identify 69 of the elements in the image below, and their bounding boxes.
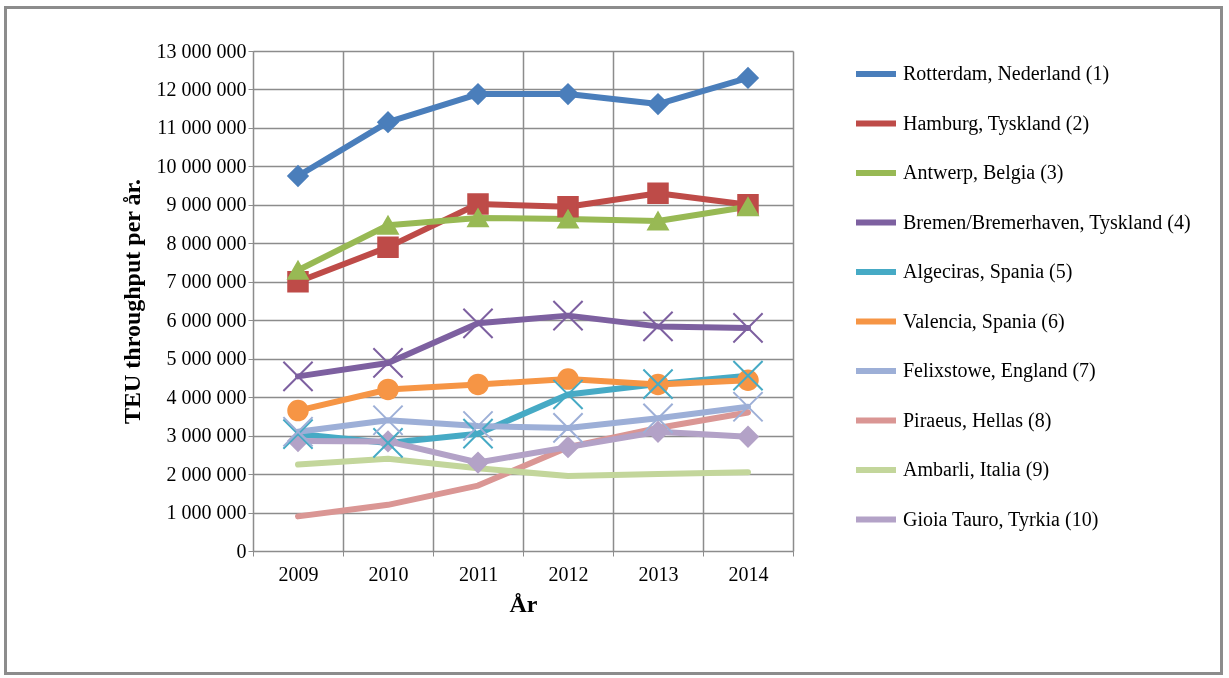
point	[462, 418, 494, 450]
point	[732, 312, 764, 344]
point	[552, 412, 584, 444]
y-tick-label: 0	[236, 539, 247, 562]
x-tick-label: 2010	[368, 562, 409, 585]
y-tick-label: 12 000 000	[156, 77, 247, 100]
legend-label: Algeciras, Spania (5)	[903, 260, 1073, 283]
legend-label: Antwerp, Belgia (3)	[903, 161, 1064, 184]
y-tick-label: 13 000 000	[156, 39, 247, 62]
y-tick-label: 11 000 000	[157, 116, 247, 139]
point	[467, 193, 489, 215]
y-tick-label: 4 000 000	[166, 385, 247, 408]
point	[287, 399, 309, 422]
point	[282, 360, 314, 392]
point	[467, 373, 489, 396]
point	[462, 410, 494, 442]
point	[287, 165, 309, 187]
legend-label: Felixstowe, England (7)	[903, 359, 1096, 382]
point	[462, 307, 494, 339]
x-tick-label: 2009	[278, 562, 319, 585]
point	[377, 378, 399, 401]
legend-label: Piraeus, Hellas (8)	[903, 408, 1052, 432]
point	[647, 421, 669, 443]
point	[642, 310, 674, 342]
y-tick-label: 1 000 000	[166, 501, 247, 524]
point	[467, 208, 489, 228]
y-tick-label: 8 000 000	[166, 231, 247, 254]
point	[557, 368, 579, 390]
x-axis-title: År	[509, 590, 538, 617]
point	[467, 451, 489, 474]
point	[467, 83, 489, 105]
point	[732, 360, 764, 392]
point	[647, 93, 669, 115]
point	[557, 83, 579, 105]
point	[732, 391, 764, 423]
y-tick-label: 9 000 000	[166, 193, 247, 216]
y-tick-label: 10 000 000	[156, 154, 247, 177]
point	[372, 347, 404, 379]
legend-label: Valencia, Spania (6)	[903, 309, 1065, 333]
y-tick-label: 5 000 000	[166, 347, 247, 370]
point	[377, 111, 399, 133]
legend-label: Hamburg, Tyskland (2)	[903, 111, 1090, 135]
legend-label: Bremen/Bremerhaven, Tyskland (4)	[903, 210, 1191, 234]
point	[642, 402, 674, 434]
point	[377, 215, 399, 235]
legend-label: Gioia Tauro, Tyrkia (10)	[903, 507, 1099, 531]
y-axis-title: TEU throughput per år.	[118, 179, 145, 424]
point	[372, 427, 404, 459]
point	[557, 436, 579, 458]
y-tick-label: 6 000 000	[166, 308, 247, 331]
x-tick-label: 2011	[458, 562, 499, 585]
point	[557, 209, 579, 229]
point	[737, 426, 759, 448]
point	[552, 378, 584, 411]
x-tick-label: 2012	[548, 562, 589, 585]
legend-label: Rotterdam, Nederland (1)	[903, 62, 1110, 85]
point	[372, 404, 404, 436]
point	[287, 260, 309, 280]
y-tick-label: 3 000 000	[166, 424, 247, 447]
y-tick-label: 7 000 000	[166, 270, 247, 293]
x-tick-label: 2013	[638, 562, 679, 585]
point	[647, 182, 669, 205]
point	[737, 67, 759, 89]
x-tick-label: 2014	[728, 562, 769, 585]
point	[647, 211, 669, 231]
y-tick-label: 2 000 000	[166, 462, 247, 485]
legend-label: Ambarli, Italia (9)	[903, 458, 1050, 481]
point	[377, 236, 399, 258]
point	[552, 300, 584, 332]
